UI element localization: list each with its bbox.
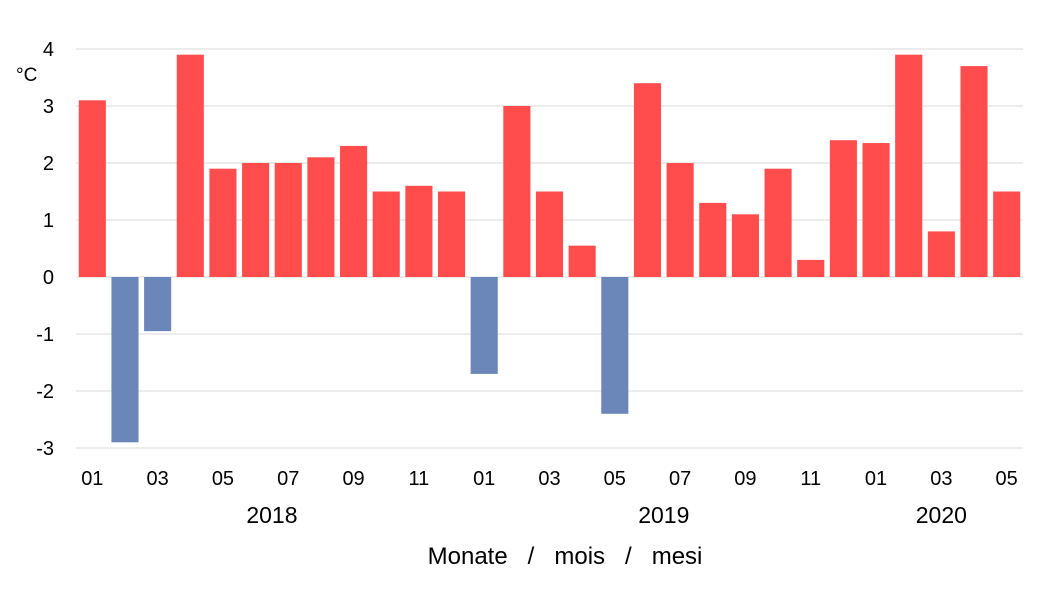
y-tick-label: 1	[43, 210, 54, 232]
y-tick-label: 4	[43, 39, 54, 61]
y-axis-unit-label: °C	[16, 65, 37, 86]
bar	[470, 277, 498, 374]
bar	[601, 277, 629, 414]
y-tick-label: -2	[36, 381, 54, 403]
x-tick-label: 11	[408, 468, 429, 490]
x-tick-label: 03	[930, 468, 952, 490]
year-label: 2019	[638, 502, 689, 528]
bar	[274, 163, 302, 277]
bar	[993, 191, 1021, 277]
bar	[111, 277, 139, 443]
y-tick-label: 2	[43, 153, 54, 175]
bar	[633, 83, 662, 277]
y-tick-label: 3	[43, 96, 54, 118]
bar	[340, 145, 368, 277]
y-tick-label: -1	[36, 324, 54, 346]
bar	[372, 191, 400, 277]
bar	[666, 163, 694, 277]
bar	[78, 100, 106, 277]
bar	[568, 245, 596, 277]
x-tick-label: 09	[342, 468, 364, 490]
bars-layer	[78, 54, 1021, 443]
x-tick-label: 03	[147, 468, 169, 490]
bar	[797, 259, 825, 277]
x-tick-label: 01	[473, 468, 495, 490]
bar	[503, 106, 531, 277]
x-tick-label: 05	[604, 468, 626, 490]
x-tick-label: 09	[734, 468, 756, 490]
bar	[927, 231, 955, 277]
bar	[535, 191, 564, 277]
x-tick-label: 11	[800, 468, 821, 490]
bar	[242, 163, 270, 277]
bar	[307, 157, 335, 277]
y-tick-label: -3	[36, 438, 54, 460]
x-tick-label: 01	[865, 468, 887, 490]
bar	[437, 191, 466, 277]
year-labels: 2018 2019 2020	[246, 502, 967, 528]
x-tick-label: 05	[212, 468, 234, 490]
x-tick-label: 07	[277, 468, 299, 490]
bar	[960, 66, 988, 277]
bar	[731, 214, 759, 277]
bar	[895, 54, 923, 278]
x-tick-label: 05	[996, 468, 1018, 490]
year-label: 2018	[246, 502, 297, 528]
x-tick-label: 07	[669, 468, 691, 490]
year-label: 2020	[916, 502, 967, 528]
bar	[764, 168, 792, 277]
bar	[176, 54, 204, 278]
y-axis-ticks: 4 3 2 1 0 -1 -2 -3	[36, 39, 54, 460]
y-tick-label: 0	[43, 267, 54, 289]
x-axis-title: Monate / mois / mesi	[428, 543, 703, 570]
bar	[862, 143, 890, 277]
x-axis-ticks: 01 03 05 07 09 11 01 03 05 07 09 11 01 03 05	[81, 468, 1018, 490]
bar	[405, 185, 433, 277]
bar	[144, 277, 172, 332]
bar	[829, 140, 857, 277]
bar	[699, 202, 727, 277]
bar	[209, 168, 237, 277]
x-tick-label: 01	[81, 468, 103, 490]
x-tick-label: 03	[538, 468, 560, 490]
